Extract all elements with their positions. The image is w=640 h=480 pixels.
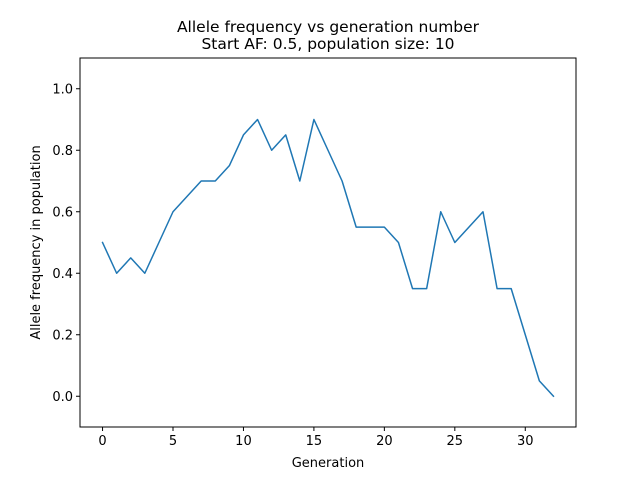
y-tick-label: 0.0 xyxy=(52,390,73,405)
y-tick-label: 0.6 xyxy=(52,205,73,220)
x-tick-label: 25 xyxy=(447,434,464,449)
x-tick-label: 15 xyxy=(306,434,323,449)
x-tick-label: 30 xyxy=(517,434,534,449)
x-axis-label: Generation xyxy=(292,456,365,471)
x-tick-label: 0 xyxy=(98,434,106,449)
y-axis-label: Allele frequency in population xyxy=(29,145,44,339)
chart-subtitle: Start AF: 0.5, population size: 10 xyxy=(201,35,454,53)
plot-area-frame xyxy=(79,57,577,428)
y-tick-label: 1.0 xyxy=(52,82,73,97)
series-line xyxy=(101,118,555,398)
x-tick-label: 10 xyxy=(235,434,252,449)
x-axis: 0 5 10 15 20 25 30 xyxy=(98,427,534,449)
y-axis: 0.0 0.2 0.4 0.6 0.8 1.0 xyxy=(52,82,80,405)
y-tick-label: 0.8 xyxy=(52,144,73,159)
x-tick-label: 20 xyxy=(376,434,393,449)
y-tick-label: 0.2 xyxy=(52,328,73,343)
y-tick-label: 0.4 xyxy=(52,267,73,282)
chart-title: Allele frequency vs generation number xyxy=(177,18,480,36)
series-layer xyxy=(101,118,555,398)
x-tick-label: 5 xyxy=(169,434,177,449)
